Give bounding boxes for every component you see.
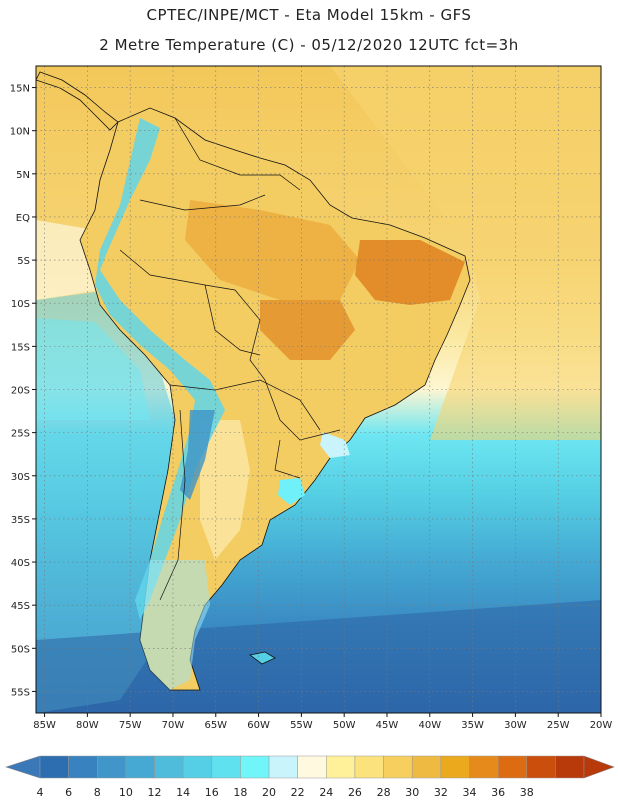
colorbar-swatch: [383, 755, 413, 779]
colorbar-swatch: [182, 755, 213, 779]
longitude-labels: 85W 80W 75W 70W 65W 60W 55W 50W 45W 40W 35W 30W 25W 2…: [33, 720, 612, 731]
argentina-mild-zone: [200, 420, 250, 560]
lat-label: 15N: [10, 84, 30, 95]
colorbar-swatch: [211, 755, 241, 779]
colorbar-label: 20: [262, 786, 276, 799]
colorbar-label: 16: [205, 786, 219, 799]
colorbar-swatch: [326, 755, 356, 779]
colorbar-low-arrow: [5, 755, 41, 779]
colorbar-label: 26: [348, 786, 362, 799]
lat-label: 45S: [11, 601, 30, 612]
colorbar-swatch: [354, 755, 384, 779]
colorbar-label: 6: [65, 786, 72, 799]
lat-label: 10S: [11, 299, 30, 310]
map-field: [36, 66, 601, 713]
lon-label: 50W: [333, 720, 356, 731]
colorbar-swatch: [268, 755, 298, 779]
colorbar-swatch: [97, 755, 127, 779]
chart-subtitle: 2 Metre Temperature (C) - 05/12/2020 12U…: [99, 36, 519, 54]
colorbar-swatch: [526, 755, 556, 779]
colorbar-swatch: [297, 755, 327, 779]
colorbar-label: 12: [148, 786, 162, 799]
lat-label: 5N: [16, 170, 30, 181]
axis-ticks: [32, 87, 602, 717]
lon-label: 30W: [504, 720, 527, 731]
colorbar-swatch: [125, 755, 155, 779]
colorbar-label: 10: [119, 786, 133, 799]
colorbar-high-arrow: [583, 755, 615, 779]
colorbar-swatch: [555, 755, 585, 779]
colorbar-label: 32: [434, 786, 448, 799]
lon-label: 55W: [290, 720, 313, 731]
chart-title: CPTEC/INPE/MCT - Eta Model 15km - GFS: [146, 6, 472, 24]
colorbar-label: 28: [377, 786, 391, 799]
lon-label: 85W: [33, 720, 56, 731]
central-america-landmass: [36, 71, 119, 131]
colorbar-swatch: [497, 755, 527, 779]
lon-label: 65W: [204, 720, 227, 731]
colorbar-label: 38: [520, 786, 534, 799]
colorbar-label: 8: [94, 786, 101, 799]
lat-label: EQ: [16, 213, 30, 224]
colorbar-swatch: [68, 755, 98, 779]
colorbar-label: 36: [491, 786, 505, 799]
lat-label: 55S: [11, 687, 30, 698]
country-borders: [119, 117, 341, 601]
lon-label: 70W: [162, 720, 185, 731]
lat-label: 15S: [11, 342, 30, 353]
rio-de-la-plata-patch: [278, 478, 305, 505]
lon-label: 25W: [547, 720, 570, 731]
colorbar-swatch: [240, 755, 270, 779]
falkland-islands: [249, 651, 276, 665]
lon-label: 20W: [590, 720, 613, 731]
colorbar-label: 24: [319, 786, 333, 799]
atlantic-warm-zone: [330, 66, 601, 440]
lon-label: 75W: [119, 720, 142, 731]
amazon-warm-zone: [185, 200, 360, 300]
lat-label: 25S: [11, 429, 30, 440]
lat-label: 35S: [11, 515, 30, 526]
lon-label: 40W: [418, 720, 441, 731]
lat-label: 40S: [11, 558, 30, 569]
lon-label: 35W: [461, 720, 484, 731]
central-brazil-hot-zone: [260, 300, 355, 360]
colorbar-label: 14: [176, 786, 190, 799]
colorbar-label: 22: [291, 786, 305, 799]
colorbar-swatch: [411, 755, 442, 779]
colorbar-swatch: [440, 755, 470, 779]
lat-label: 50S: [11, 644, 30, 655]
southern-brazil-patch: [320, 432, 350, 458]
pacific-coastal-upwelling: [36, 318, 150, 420]
lon-label: 80W: [76, 720, 99, 731]
lat-label: 20S: [11, 386, 30, 397]
colorbar-swatch: [469, 755, 499, 779]
lat-label: 30S: [11, 472, 30, 483]
lat-label: 5S: [17, 256, 30, 267]
colorbar-label: 4: [37, 786, 44, 799]
colorbar: 4 6 8 10 12 14 16 18 20 22 24 26 28 30 32 34 36 38: [5, 755, 615, 799]
colorbar-label: 30: [405, 786, 419, 799]
lat-label: 10N: [10, 127, 30, 138]
colorbar-swatch: [154, 755, 184, 779]
latitude-labels: 15N 10N 5N EQ 5S 10S 15S 20S 25S 30S 35S 40S 45S 50S 5…: [10, 84, 30, 699]
colorbar-label: 18: [233, 786, 247, 799]
andes-highland-cold: [180, 410, 215, 500]
colorbar-swatch: [39, 755, 69, 779]
patagonia-cool-zone: [140, 560, 210, 690]
northeast-hot-zone: [355, 240, 465, 305]
colorbar-label: 34: [462, 786, 476, 799]
lon-label: 60W: [247, 720, 270, 731]
lon-label: 45W: [376, 720, 399, 731]
